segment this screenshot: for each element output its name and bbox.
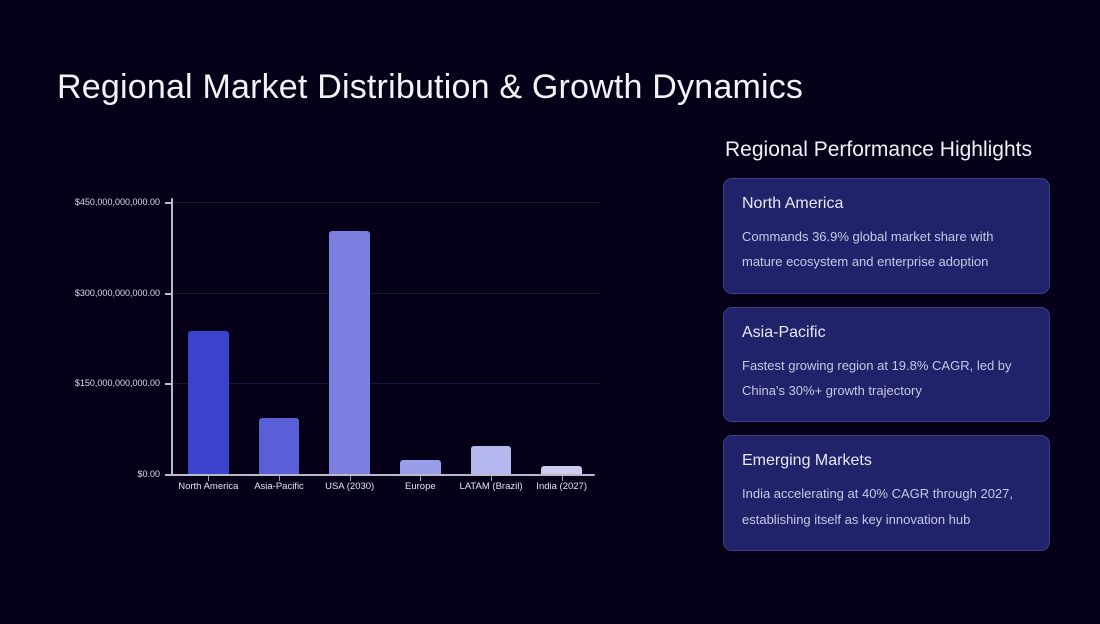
gridline: [172, 202, 600, 203]
y-tick-mark: [165, 292, 172, 295]
bars-container: [173, 202, 597, 474]
x-axis-line: [171, 474, 595, 476]
highlight-card-body: India accelerating at 40% CAGR through 2…: [742, 486, 1014, 527]
y-tick-label: $150,000,000,000.00: [74, 378, 160, 389]
panel-title: Regional Performance Highlights: [725, 138, 1032, 161]
x-tick-label: Europe: [405, 481, 436, 492]
highlight-card[interactable]: Asia-Pacific Fastest growing region at 19…: [723, 306, 1050, 423]
x-tick-label: India (2027): [536, 481, 588, 492]
highlights-panel: Regional Performance Highlights North Am…: [723, 138, 1050, 564]
x-tick-mark: [561, 476, 563, 481]
highlight-card[interactable]: North America Commands 36.9% global marke…: [723, 178, 1050, 294]
highlight-card-body: Fastest growing region at 19.8% CAGR, le…: [742, 357, 1012, 399]
y-axis-line: [171, 198, 173, 476]
x-tick-label: USA (2030): [325, 481, 375, 492]
x-tick-mark: [349, 476, 351, 481]
highlight-card-body: Commands 36.9% global market share with …: [742, 229, 994, 270]
highlight-card-title: North America: [742, 195, 844, 212]
gridlines: [172, 202, 600, 496]
y-tick-mark: [165, 474, 172, 476]
y-tick-label: $300,000,000,000.00: [74, 287, 160, 298]
page-title: Regional Market Distribution & Growth Dy…: [57, 68, 804, 106]
x-tick-mark: [420, 476, 422, 481]
highlight-card[interactable]: Emerging Markets India accelerating at 40…: [723, 435, 1050, 552]
x-tick-mark: [208, 476, 210, 481]
bar-slot: [399, 202, 441, 474]
x-tick-label: LATAM (Brazil): [459, 481, 523, 492]
bar-slot: [470, 202, 512, 474]
bar[interactable]: [258, 417, 300, 474]
bar-slot: [541, 202, 583, 474]
bar-chart: $0.00 $150,000,000,000.00 $300,000,000,000…: [0, 180, 660, 510]
x-tick-label: Asia-Pacific: [254, 481, 304, 492]
bar-slot: [329, 202, 371, 474]
bar[interactable]: [329, 231, 371, 474]
bar[interactable]: [470, 446, 512, 474]
y-tick-label: $0.00: [137, 469, 160, 479]
bar[interactable]: [541, 466, 583, 474]
gridline: [172, 292, 600, 294]
y-tick-mark: [165, 383, 172, 386]
bar[interactable]: [399, 460, 441, 474]
y-tick-label: $450,000,000,000.00: [74, 197, 160, 207]
gridline: [172, 383, 600, 385]
x-tick-mark: [491, 476, 492, 481]
highlight-cards: North America Commands 36.9% global marke…: [723, 178, 1050, 552]
bar-slot: [187, 202, 229, 474]
x-tick-mark: [279, 476, 280, 481]
bar-slot: [258, 202, 300, 474]
y-tick-mark: [165, 202, 172, 204]
highlight-card-title: Asia-Pacific: [742, 323, 826, 341]
highlight-card-title: Emerging Markets: [742, 452, 872, 470]
bar[interactable]: [187, 330, 229, 474]
x-tick-label: North America: [178, 481, 239, 492]
